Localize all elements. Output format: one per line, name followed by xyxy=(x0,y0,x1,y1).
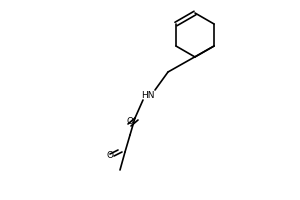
Text: O: O xyxy=(106,150,113,160)
Text: O: O xyxy=(127,117,134,127)
Text: HN: HN xyxy=(141,90,155,99)
